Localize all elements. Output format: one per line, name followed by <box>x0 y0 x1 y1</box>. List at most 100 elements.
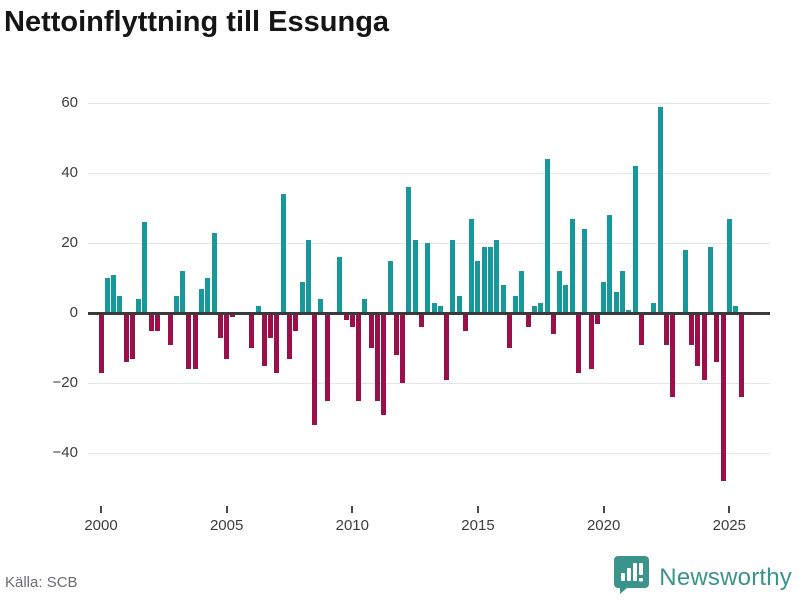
bar <box>387 260 393 313</box>
bar <box>155 313 161 331</box>
bar <box>123 313 129 362</box>
y-tick-label: −20 <box>52 374 78 391</box>
x-tick <box>476 506 479 513</box>
bar <box>601 281 607 313</box>
bar <box>582 229 588 313</box>
bar <box>286 313 292 359</box>
x-tick-label: 2025 <box>712 517 746 534</box>
bar <box>638 313 644 345</box>
bar <box>381 313 387 415</box>
bar <box>663 313 669 345</box>
bar <box>148 313 154 331</box>
bar <box>720 313 726 481</box>
bar <box>450 239 456 313</box>
bar <box>318 299 324 313</box>
newsworthy-logo-icon <box>613 555 650 600</box>
bar <box>714 313 720 362</box>
bar <box>550 313 556 334</box>
bar <box>349 313 355 327</box>
x-tick-label: 2005 <box>209 517 244 534</box>
bar <box>500 285 506 313</box>
bar <box>456 295 462 313</box>
bar <box>312 313 318 425</box>
bar <box>557 271 563 313</box>
bar <box>274 313 280 373</box>
bar <box>299 281 305 313</box>
bar <box>689 313 695 345</box>
x-tick <box>100 506 102 513</box>
bar <box>393 313 399 355</box>
bar <box>211 232 217 313</box>
source-note: Källa: SCB <box>5 574 78 591</box>
bar <box>293 313 299 331</box>
bar <box>569 218 575 313</box>
bar <box>620 271 625 313</box>
bar <box>594 313 600 324</box>
gridline <box>88 452 770 454</box>
bar <box>726 218 732 313</box>
bar <box>462 313 468 331</box>
bar <box>268 313 274 338</box>
gridline <box>88 382 770 384</box>
bar <box>255 306 261 313</box>
x-tick-label: 2010 <box>335 517 369 534</box>
bar <box>98 313 104 373</box>
bar <box>576 313 582 373</box>
bar <box>362 299 368 313</box>
bar <box>412 239 418 313</box>
bar <box>136 299 142 313</box>
newsworthy-brand: Newsworthy <box>613 555 792 600</box>
bar <box>475 260 481 313</box>
bar <box>613 292 619 313</box>
bar <box>532 306 538 313</box>
bar <box>129 313 135 359</box>
bar <box>739 313 745 397</box>
bar <box>538 302 544 313</box>
bar <box>733 306 739 313</box>
bar <box>481 246 487 313</box>
bar <box>180 271 186 313</box>
bar <box>444 313 450 380</box>
bar <box>701 313 707 380</box>
x-tick <box>225 506 228 513</box>
bar <box>261 313 267 366</box>
bar <box>506 313 512 348</box>
bar <box>217 313 223 338</box>
bar <box>167 313 173 345</box>
bar <box>368 313 374 348</box>
bar <box>707 246 713 313</box>
bar <box>695 313 701 366</box>
bar <box>104 278 110 313</box>
x-tick <box>728 506 731 513</box>
bar <box>469 218 475 313</box>
y-tick-label: 40 <box>61 164 78 181</box>
bar <box>425 243 431 313</box>
bar <box>337 257 343 313</box>
bar <box>173 295 179 313</box>
newsworthy-brand-name: Newsworthy <box>659 563 792 591</box>
bar <box>563 285 569 313</box>
gridline <box>88 172 770 174</box>
bar <box>343 313 349 320</box>
bar <box>657 106 663 313</box>
x-tick-label: 2020 <box>586 517 621 534</box>
bar <box>519 271 525 313</box>
bar <box>111 274 117 313</box>
bar <box>431 302 437 313</box>
bar <box>406 187 412 313</box>
bar <box>224 313 230 359</box>
x-tick-label: 2000 <box>84 517 118 534</box>
bar <box>418 313 424 327</box>
bar <box>632 166 638 313</box>
bar <box>494 239 500 313</box>
bar <box>374 313 380 401</box>
bar <box>199 288 205 313</box>
bar <box>525 313 531 327</box>
y-tick-label: 0 <box>69 304 78 321</box>
bar <box>356 313 362 401</box>
bar <box>437 306 443 313</box>
bar <box>249 313 255 348</box>
bar <box>488 246 494 313</box>
bar <box>205 278 211 313</box>
chart-title: Nettoinflyttning till Essunga <box>4 6 390 38</box>
